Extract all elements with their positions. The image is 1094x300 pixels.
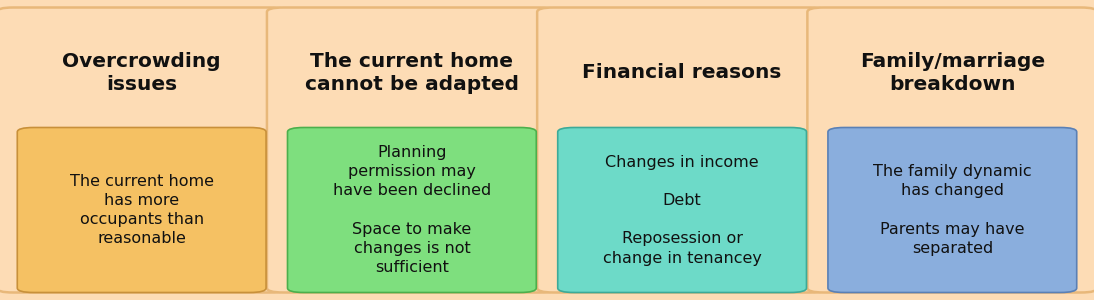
FancyBboxPatch shape bbox=[18, 128, 266, 292]
Text: The current home
has more
occupants than
reasonable: The current home has more occupants than… bbox=[70, 174, 213, 246]
Text: Planning
permission may
have been declined

Space to make
changes is not
suffici: Planning permission may have been declin… bbox=[333, 145, 491, 275]
FancyBboxPatch shape bbox=[288, 128, 536, 292]
Text: Overcrowding
issues: Overcrowding issues bbox=[62, 52, 221, 94]
FancyBboxPatch shape bbox=[807, 8, 1094, 292]
Text: Changes in income

Debt

Reposession or
change in tenancey: Changes in income Debt Reposession or ch… bbox=[603, 154, 761, 266]
FancyBboxPatch shape bbox=[0, 8, 287, 292]
FancyBboxPatch shape bbox=[537, 8, 827, 292]
FancyBboxPatch shape bbox=[267, 8, 557, 292]
FancyBboxPatch shape bbox=[558, 128, 806, 292]
Text: Family/marriage
breakdown: Family/marriage breakdown bbox=[860, 52, 1045, 94]
Text: The current home
cannot be adapted: The current home cannot be adapted bbox=[305, 52, 519, 94]
FancyBboxPatch shape bbox=[828, 128, 1076, 292]
Text: Financial reasons: Financial reasons bbox=[582, 63, 782, 82]
Text: The family dynamic
has changed

Parents may have
separated: The family dynamic has changed Parents m… bbox=[873, 164, 1032, 256]
